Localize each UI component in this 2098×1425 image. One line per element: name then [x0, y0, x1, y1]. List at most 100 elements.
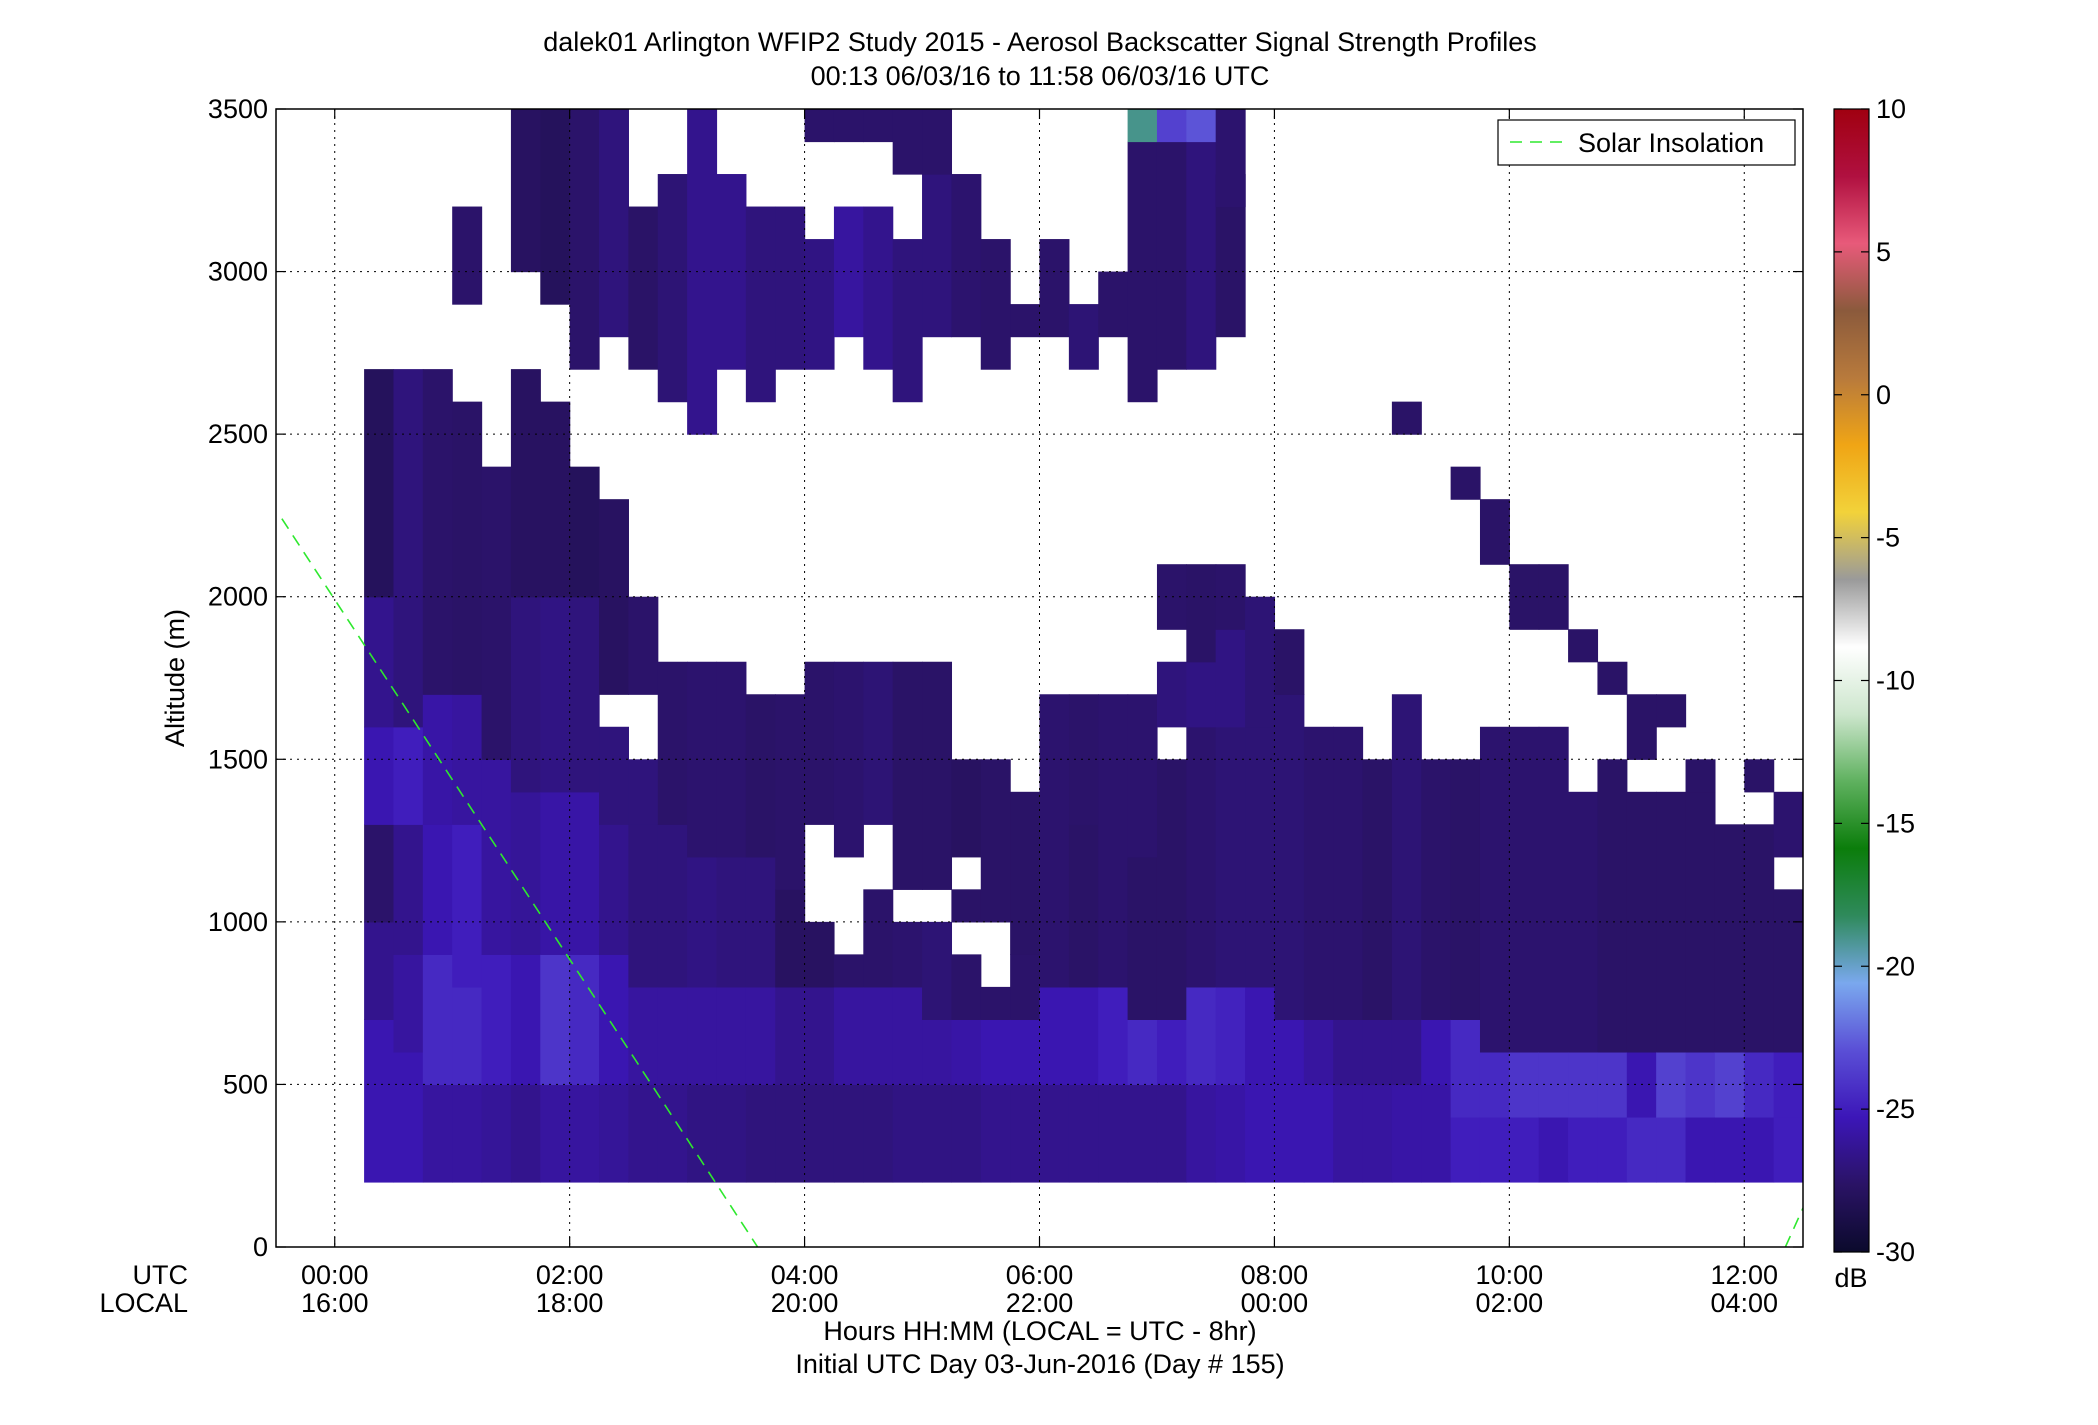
heatmap-cell [1597, 1051, 1628, 1118]
heatmap-cell [1039, 239, 1070, 338]
heatmap-cell [452, 1084, 483, 1183]
colorbar-tick-label: -20 [1876, 951, 1915, 981]
heatmap-cell [1098, 271, 1129, 338]
x-tick-label-local: 20:00 [771, 1288, 839, 1318]
x-tick-label-local: 02:00 [1476, 1288, 1544, 1318]
heatmap-cell [1773, 1116, 1803, 1183]
heatmap-cell [1156, 1019, 1187, 1086]
heatmap-cell [863, 986, 894, 1086]
chart-title: dalek01 Arlington WFIP2 Study 2015 - Aer… [543, 27, 1537, 57]
heatmap-cell [863, 661, 894, 825]
heatmap-cell [510, 596, 541, 793]
heatmap-cell [922, 661, 953, 890]
heatmap-cell [481, 1084, 512, 1183]
heatmap-cell [892, 921, 923, 988]
heatmap-cell [1803, 1052, 1833, 1118]
heatmap-cell [1215, 629, 1246, 728]
heatmap-cell [510, 954, 541, 1086]
heatmap-cell [1891, 824, 1921, 1052]
heatmap-cell [393, 369, 424, 728]
heatmap-cell [1656, 694, 1687, 728]
heatmap-cell [1068, 694, 1099, 825]
solar-insolation-line [281, 518, 759, 1247]
heatmap-cell [1421, 1019, 1452, 1086]
heatmap-cell [540, 791, 571, 955]
heatmap-cell [1186, 726, 1217, 988]
heatmap-cell [745, 986, 776, 1086]
heatmap-cell [628, 759, 659, 825]
heatmap-cell [1156, 109, 1187, 143]
heatmap-cell [1450, 1116, 1481, 1183]
heatmap-cell [628, 1084, 659, 1183]
heatmap-cell [1245, 1084, 1276, 1183]
heatmap-cell [481, 954, 512, 1086]
heatmap-cell [510, 791, 541, 955]
x-tick-label-local: 18:00 [536, 1288, 604, 1318]
heatmap-cell [833, 1084, 864, 1183]
heatmap-cell [599, 109, 629, 338]
heatmap-cell [452, 824, 483, 988]
heatmap-cell [1891, 402, 1921, 598]
x-tick-label-utc: 02:00 [536, 1260, 604, 1290]
heatmap-cell [804, 239, 835, 370]
heatmap-cell [1127, 109, 1158, 143]
colorbar-tick-label: -10 [1876, 666, 1915, 696]
heatmap-cell [1450, 1019, 1481, 1118]
heatmap-cell [657, 1084, 688, 1183]
heatmap-cell [1245, 726, 1276, 988]
heatmap-cell [393, 824, 424, 955]
heatmap-cell [687, 661, 718, 858]
heatmap-cell [1186, 109, 1217, 143]
heatmap-cell [364, 726, 395, 825]
heatmap-cell [804, 986, 835, 1086]
heatmap-cell [1509, 564, 1540, 630]
heatmap-cell [892, 1084, 923, 1183]
heatmap-cell [510, 1084, 541, 1183]
heatmap-cell [540, 401, 571, 598]
heatmap-cell [510, 369, 541, 598]
heatmap-cell [1656, 1116, 1687, 1183]
heatmap-cell [1186, 141, 1217, 370]
x-tick-label-utc: 10:00 [1476, 1260, 1544, 1290]
heatmap-cell [687, 986, 718, 1086]
heatmap-cell [922, 1019, 953, 1086]
x-tick-label-local: 16:00 [301, 1288, 369, 1318]
heatmap-cell [833, 661, 864, 858]
y-tick-label: 3000 [208, 257, 268, 287]
heatmap-cell [540, 109, 571, 305]
heatmap-cell [1479, 1116, 1510, 1183]
y-tick-label: 3500 [208, 94, 268, 124]
heatmap-cell [1127, 856, 1158, 1020]
heatmap-cell [863, 206, 894, 370]
heatmap-cell [1391, 1084, 1422, 1183]
heatmap-cell [1127, 1019, 1158, 1086]
legend-solar-label: Solar Insolation [1578, 128, 1764, 158]
heatmap-cell [980, 1084, 1011, 1183]
heatmap-cell [1215, 726, 1246, 988]
heatmap-cell [1421, 1084, 1452, 1183]
heatmap-cell [1303, 726, 1334, 1020]
heatmap-cell [775, 986, 806, 1086]
heatmap-cell [599, 726, 629, 825]
heatmap-cell [1597, 661, 1628, 695]
heatmap-cell [657, 174, 688, 403]
heatmap-cell [1010, 1084, 1041, 1183]
heatmap-cell [775, 889, 806, 988]
heatmap-cell [745, 206, 776, 403]
heatmap-cell [364, 921, 395, 1020]
heatmap-cell [364, 1019, 395, 1183]
heatmap-cell [922, 174, 953, 338]
heatmap-cell [1098, 986, 1129, 1086]
heatmap-cell [1186, 564, 1217, 663]
heatmap-cell [628, 206, 659, 370]
chart-subtitle: 00:13 06/03/16 to 11:58 06/03/16 UTC [811, 61, 1270, 91]
colorbar-tick-label: -15 [1876, 808, 1915, 838]
heatmap-cell [1362, 1084, 1393, 1183]
heatmap-cell [1156, 759, 1187, 1020]
heatmap-cell [393, 1051, 424, 1183]
heatmap-cell [1127, 141, 1158, 403]
colorbar-tick-label: 5 [1876, 237, 1891, 267]
y-axis-label: Altitude (m) [160, 609, 190, 747]
heatmap-cell [687, 856, 718, 988]
